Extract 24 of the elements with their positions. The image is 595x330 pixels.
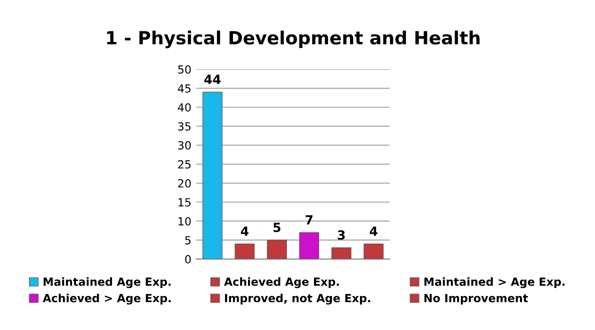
y-tick-label: 10 (178, 217, 191, 226)
y-tick-label: 20 (178, 179, 191, 188)
legend-label: No Improvement (424, 294, 528, 304)
y-tick-label: 35 (178, 122, 191, 131)
legend-label: Achieved Age Exp. (224, 277, 339, 288)
legend-label: Maintained Age Exp. (44, 277, 171, 288)
y-tick-label: 5 (185, 236, 191, 244)
y-tick-label: 30 (178, 141, 191, 150)
data-label: 4 (370, 226, 378, 236)
y-tick-label: 0 (185, 255, 191, 264)
legend-label: Maintained > Age Exp. (424, 277, 565, 288)
y-tick-label: 15 (178, 198, 191, 207)
y-tick-label: 45 (178, 84, 191, 93)
data-label: 4 (240, 226, 248, 236)
y-tick-label: 25 (178, 160, 191, 169)
data-label: 3 (338, 230, 345, 240)
data-label: 44 (204, 74, 221, 84)
data-label: 7 (306, 215, 313, 224)
legend-label: Improved, not Age Exp. (225, 294, 370, 305)
data-label: 5 (274, 222, 280, 232)
chart-title: 1 - Physical Development and Health (107, 30, 480, 48)
legend-label: Achieved > Age Exp. (42, 294, 171, 305)
y-tick-label: 40 (178, 103, 191, 112)
y-tick-label: 50 (178, 65, 191, 74)
